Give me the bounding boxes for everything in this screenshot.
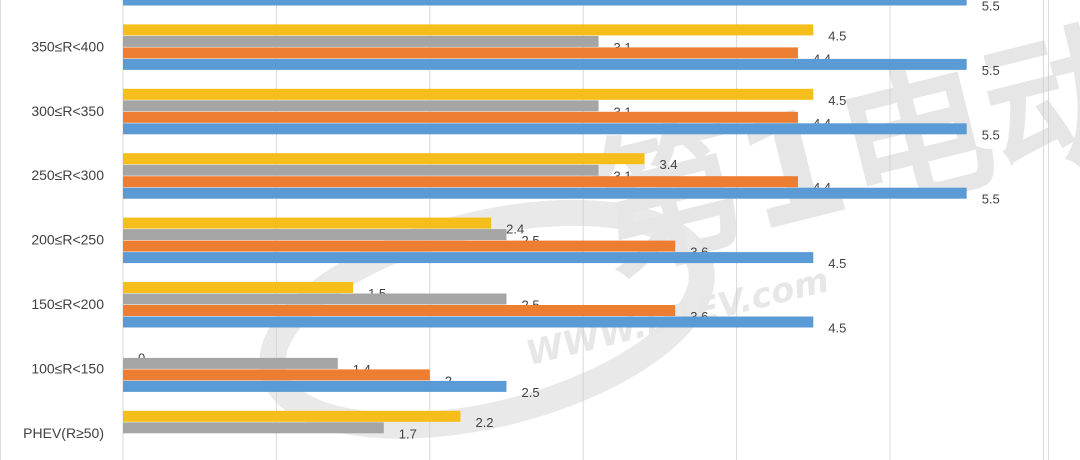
- data-label: 5.5: [982, 192, 1000, 207]
- category-label: 150≤R<200: [31, 296, 104, 312]
- bar: [123, 316, 814, 328]
- bar: [123, 293, 507, 305]
- bar: [123, 123, 967, 135]
- bar: [123, 422, 384, 434]
- data-label: 5.5: [982, 0, 1000, 14]
- bar: [123, 229, 507, 241]
- bar: [123, 369, 430, 381]
- data-label: 4.5: [828, 28, 846, 43]
- data-label: 3.4: [660, 157, 678, 172]
- bar: [123, 153, 645, 165]
- bar: [123, 187, 967, 199]
- bar: [123, 0, 967, 6]
- data-label: 5.5: [982, 63, 1000, 78]
- category-label: 250≤R<300: [31, 167, 104, 183]
- bar: [123, 164, 599, 176]
- data-label: 1.7: [399, 426, 417, 441]
- bar: [123, 111, 798, 123]
- data-label: 2.5: [522, 385, 540, 400]
- category-label: 200≤R<250: [31, 232, 104, 248]
- category-label: PHEV(R≥50): [23, 425, 104, 441]
- bar: [123, 176, 798, 188]
- data-label: 4.5: [828, 93, 846, 108]
- category-label: 300≤R<350: [31, 103, 104, 119]
- bar: [123, 252, 814, 264]
- bar: [123, 282, 354, 293]
- category-label: 100≤R<150: [31, 360, 104, 376]
- bar: [123, 380, 507, 392]
- bar: [123, 100, 599, 112]
- bar: [123, 217, 492, 229]
- bar: [123, 357, 338, 369]
- data-label: 2.2: [475, 415, 493, 430]
- bar: [123, 88, 814, 100]
- bar: [123, 305, 676, 316]
- bar: [123, 24, 814, 36]
- category-label: 350≤R<400: [31, 38, 104, 54]
- data-label: 2.4: [506, 222, 524, 237]
- data-label: 4.5: [828, 321, 846, 336]
- data-label: 4.5: [828, 256, 846, 271]
- bar: [123, 410, 461, 422]
- bar: [123, 240, 676, 252]
- plot-border: [0, 0, 1049, 460]
- bar: [123, 58, 967, 70]
- bar: [123, 47, 798, 59]
- bar: [123, 35, 599, 47]
- data-label: 5.5: [982, 127, 1000, 142]
